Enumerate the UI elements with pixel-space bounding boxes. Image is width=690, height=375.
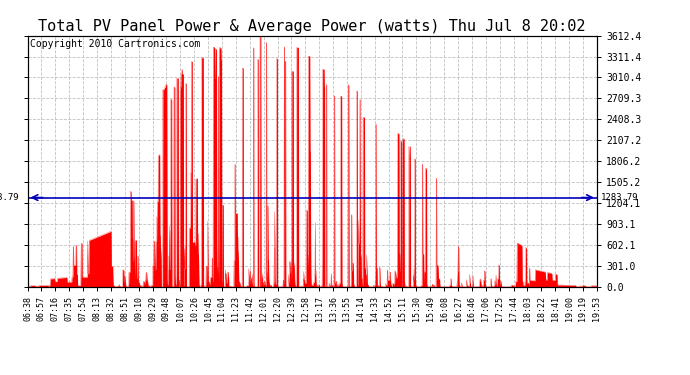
Text: 1283.79: 1283.79 <box>600 193 638 202</box>
Text: Copyright 2010 Cartronics.com: Copyright 2010 Cartronics.com <box>30 39 201 50</box>
Text: 1283.79: 1283.79 <box>0 193 19 202</box>
Title: Total PV Panel Power & Average Power (watts) Thu Jul 8 20:02: Total PV Panel Power & Average Power (wa… <box>39 20 586 34</box>
